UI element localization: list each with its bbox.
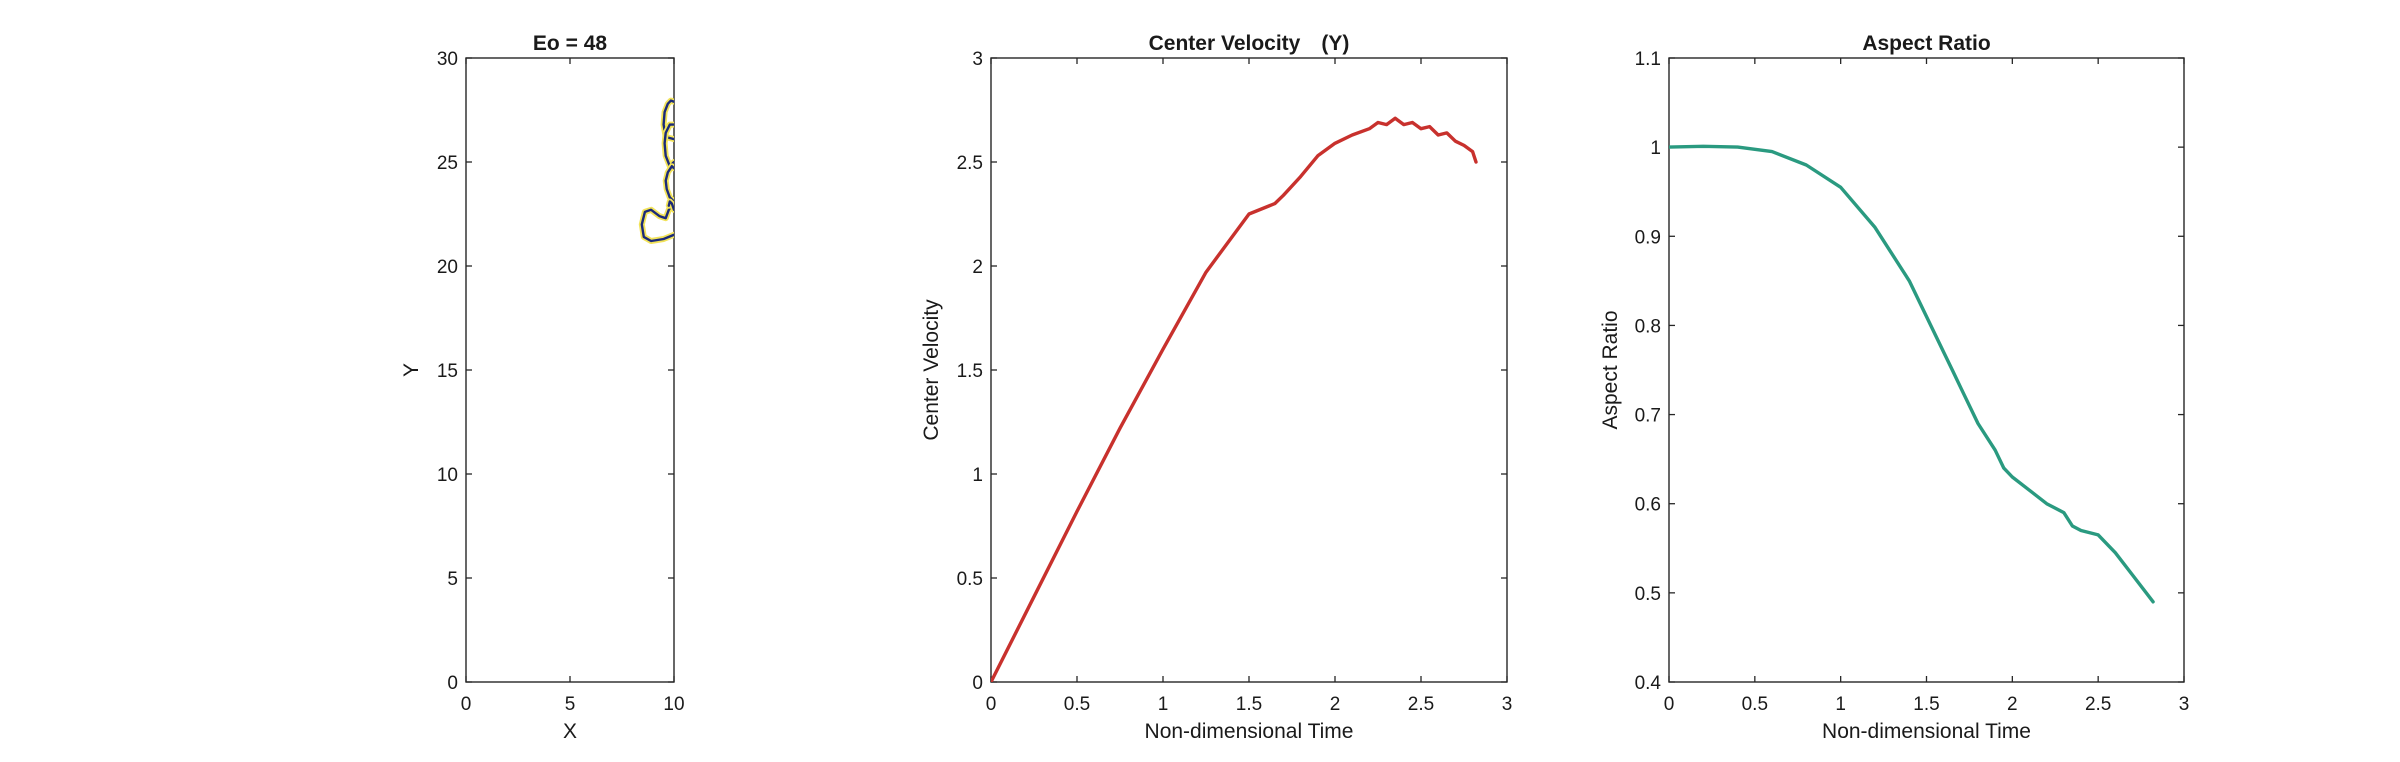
x-axis-label: Non-dimensional Time [1145, 720, 1354, 743]
x-tick-label: 1.5 [1236, 694, 1262, 715]
x-tick-label: 5 [565, 694, 576, 715]
y-axis-label: Aspect Ratio [1599, 310, 1622, 429]
x-tick-label: 1 [1835, 694, 1846, 715]
x-axis-label: X [563, 720, 577, 743]
y-tick-label: 3 [972, 49, 983, 70]
subplot-1: 0 5 10 0 5 10 15 20 25 30 Eo = 48 X Y [400, 32, 685, 743]
x-tick-label: 0 [986, 694, 997, 715]
series-line-1 [1669, 144, 2155, 604]
y-tick-label: 0.9 [1635, 227, 1661, 248]
y-tick-label: 1.1 [1635, 49, 1661, 70]
y-tick-label: 1 [1650, 138, 1661, 159]
x-tick-label: 0 [461, 694, 472, 715]
subplot-2: 0 0.5 1 1.5 2 2.5 3 0 0.5 1 1.5 2 2.5 3 Center Velocit… [920, 32, 1512, 743]
x-tick-label: 1 [1158, 694, 1169, 715]
y-tick-label: 0.7 [1635, 406, 1661, 427]
y-tick-label: 2 [972, 257, 983, 278]
x-tick-label: 1.5 [1913, 694, 1939, 715]
x-tick-label: 0.5 [1064, 694, 1090, 715]
x-tick-label: 2 [2007, 694, 2018, 715]
y-tick-label: 0 [447, 673, 458, 694]
bubble-contour-inner-5 [667, 200, 674, 212]
y-axis-label: Center Velocity [920, 299, 943, 441]
y-tick-label: 0.5 [1635, 584, 1661, 605]
y-tick-label: 0 [972, 673, 983, 694]
x-tick-label: 2 [1330, 694, 1341, 715]
bubble-contour-inner-3 [664, 164, 674, 203]
y-tick-label: 1 [972, 465, 983, 486]
y-tick-label: 0.8 [1635, 316, 1661, 337]
chart-title: Aspect Ratio [1862, 32, 1990, 55]
chart-title: Eo = 48 [533, 32, 607, 55]
y-axis-label: Y [400, 363, 423, 377]
bubble-contour-inner-4 [640, 204, 674, 243]
y-tick-label: 1.5 [957, 361, 983, 382]
x-axis-label: Non-dimensional Time [1822, 720, 2031, 743]
axes-frame [1668, 57, 2185, 683]
chart-title: Center Velocity (Y) [1149, 32, 1350, 55]
axes-frame [465, 57, 675, 683]
axes-frame [990, 57, 1508, 683]
y-tick-label: 30 [437, 49, 458, 70]
y-tick-label: 0.4 [1635, 673, 1662, 694]
y-tick-label: 15 [437, 361, 458, 382]
y-tick-label: 10 [437, 465, 458, 486]
subplot-3: 0 0.5 1 1.5 2 2.5 3 0.4 0.5 0.6 0.7 0.8 0.9 1 1.1 Aspec… [1599, 32, 2189, 743]
y-tick-label: 0.6 [1635, 495, 1661, 516]
series-line-1 [991, 116, 1478, 682]
y-tick-label: 2.5 [957, 153, 983, 174]
x-tick-label: 3 [2179, 694, 2190, 715]
x-tick-label: 2.5 [2085, 694, 2111, 715]
x-tick-label: 0 [1664, 694, 1675, 715]
y-tick-label: 5 [447, 569, 458, 590]
x-tick-label: 0.5 [1742, 694, 1768, 715]
y-tick-label: 20 [437, 257, 458, 278]
y-tick-label: 0.5 [957, 569, 983, 590]
y-tick-label: 25 [437, 153, 458, 174]
x-tick-label: 10 [663, 694, 684, 715]
x-tick-label: 3 [1502, 694, 1513, 715]
x-tick-label: 2.5 [1408, 694, 1434, 715]
